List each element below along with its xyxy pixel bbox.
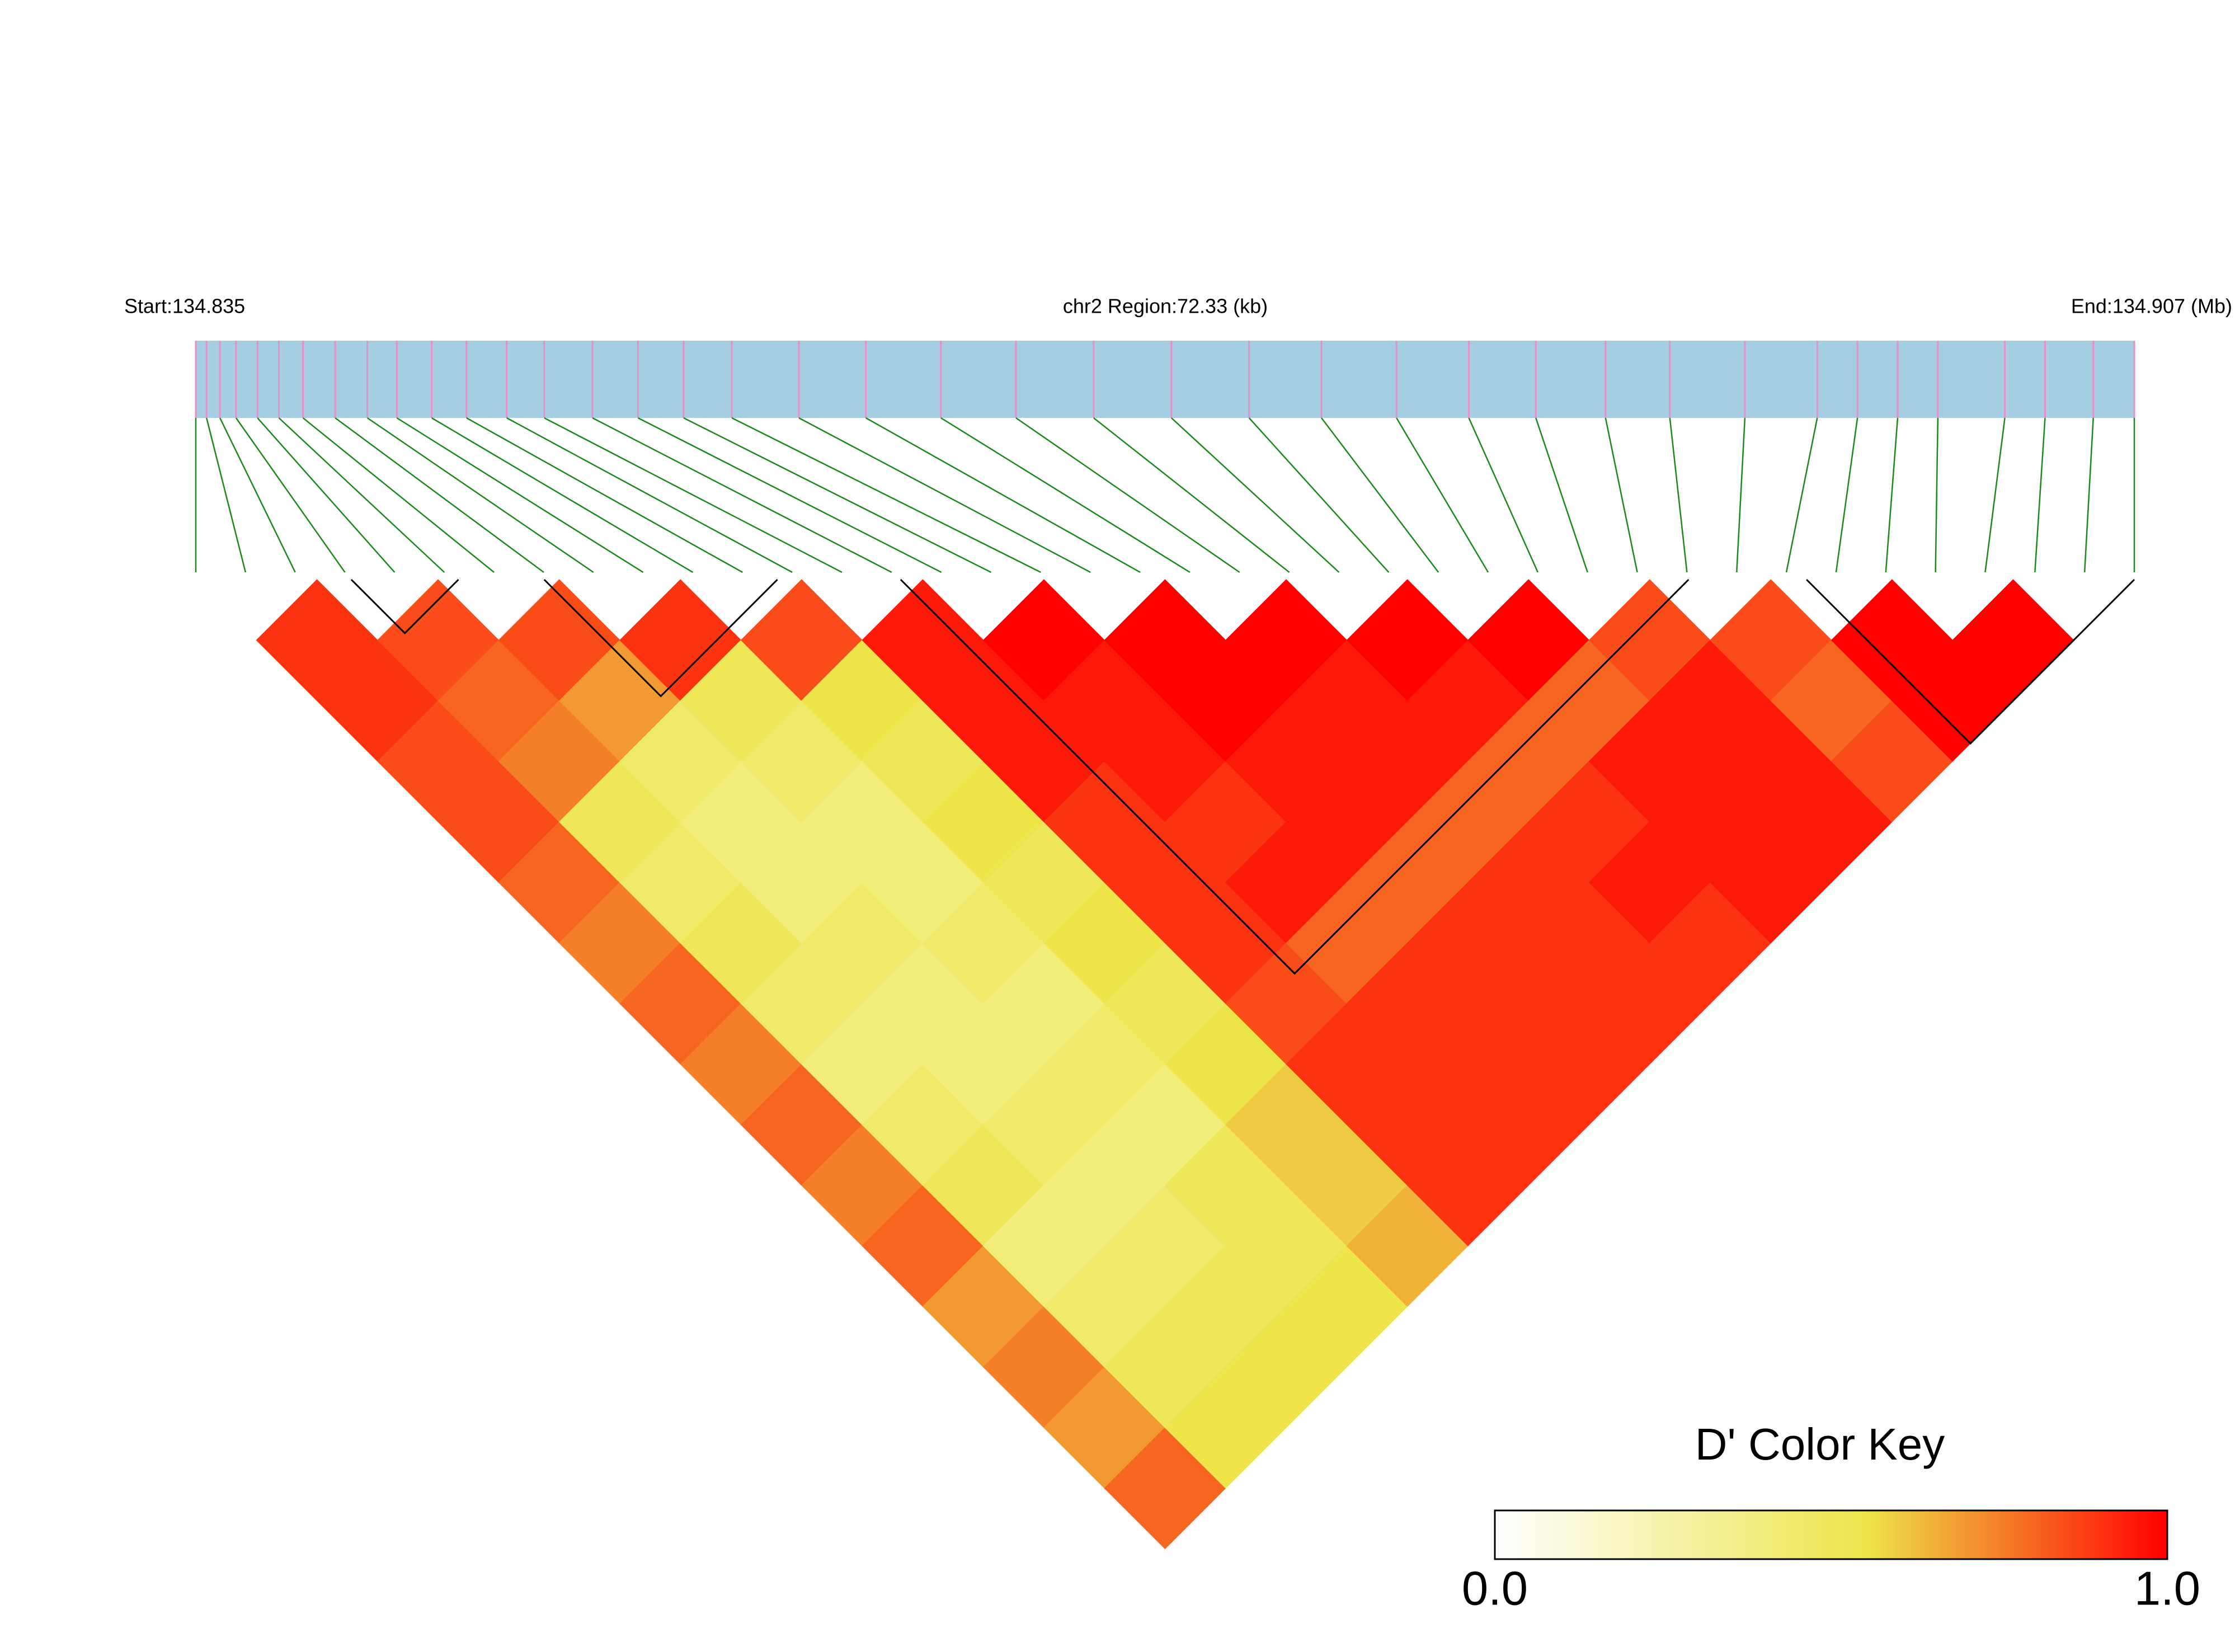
snp-connector: [1935, 417, 1939, 573]
snp-connector: [1248, 417, 1390, 573]
snp-connector: [235, 417, 346, 573]
snp-connector: [2034, 417, 2046, 573]
region-label: chr2 Region:72.33 (kb): [1063, 295, 1268, 318]
snp-connector: [366, 417, 594, 573]
snp-connector: [1396, 417, 1489, 573]
snp-connector: [302, 417, 495, 573]
key-tick-label: 0.0: [1462, 1562, 1528, 1615]
snp-connector: [466, 417, 743, 573]
snp-connector: [1669, 417, 1688, 573]
snp-connector: [731, 417, 1041, 573]
snp-connector: [1468, 417, 1538, 573]
snp-connector: [865, 417, 1141, 573]
snp-connector: [431, 417, 694, 573]
snp-connector: [1170, 417, 1340, 573]
snp-connector: [205, 417, 247, 573]
snp-connector: [278, 417, 445, 573]
snp-connector: [396, 417, 644, 573]
ld-block: [350, 578, 459, 634]
snp-connector: [335, 417, 544, 573]
end-label: End:134.907 (Mb): [2071, 295, 2232, 318]
snp-connector: [683, 417, 992, 573]
snp-connector: [2083, 417, 2094, 573]
snp-connector: [219, 417, 296, 573]
position-bar: [196, 341, 2134, 418]
snp-connector: [506, 417, 793, 573]
snp-connector: [798, 417, 1091, 573]
snp-connector: [1535, 417, 1588, 573]
snp-connector: [1605, 417, 1638, 573]
snp-connector: [1321, 417, 1439, 573]
snp-connector: [544, 417, 843, 573]
key-tick-label: 1.0: [2134, 1562, 2200, 1615]
snp-connector: [1735, 417, 1746, 573]
snp-connector: [1984, 417, 2006, 573]
color-key: [1494, 1509, 2168, 1560]
snp-connector: [637, 417, 942, 573]
snp-connector: [1015, 417, 1240, 573]
snp-connector: [1835, 417, 1858, 573]
snp-connector: [1093, 417, 1290, 573]
snp-connector: [940, 417, 1191, 573]
ld-block: [1806, 578, 2135, 745]
start-label: Start:134.835: [124, 295, 245, 318]
color-key-title: D' Color Key: [1695, 1419, 1945, 1469]
snp-connector: [257, 417, 396, 573]
ld-block: [900, 578, 1690, 975]
snp-connector: [592, 417, 892, 573]
ld-block: [543, 578, 778, 698]
snp-connector: [1785, 417, 1818, 573]
snp-connector: [1885, 417, 1899, 573]
